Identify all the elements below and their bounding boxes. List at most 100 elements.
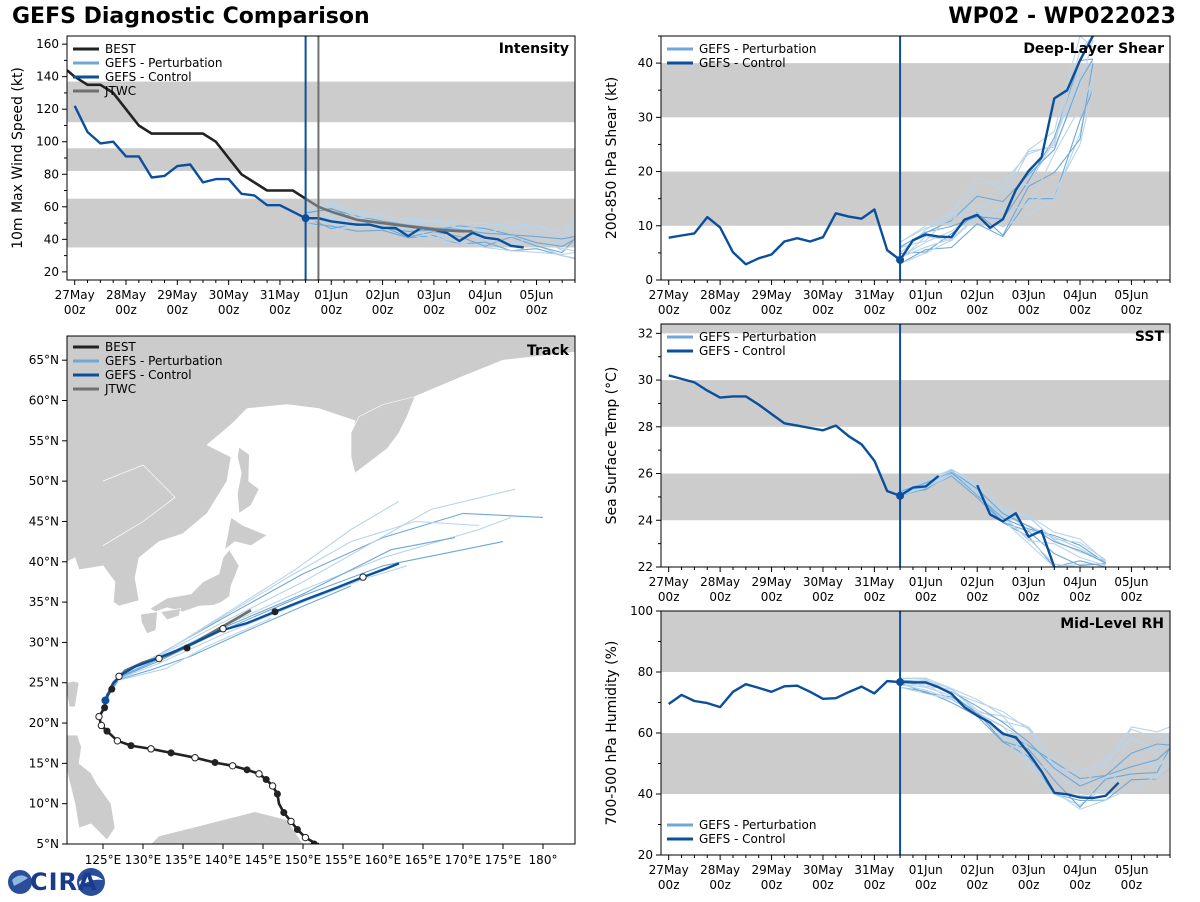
- rh-xtick-label-date: 04Jun: [1063, 863, 1097, 877]
- perturbation-track-3: [104, 541, 504, 701]
- intensity-perturbation-line-2: [305, 218, 575, 255]
- land-kyushu: [140, 611, 158, 634]
- intensity-ytick-label: 100: [36, 135, 59, 149]
- control-track-marker-open: [359, 573, 367, 581]
- track-lon-tick-label: 155°E: [325, 853, 362, 867]
- track-lat-tick-label: 35°N: [29, 595, 59, 609]
- shear-xtick-label-hour: 00z: [761, 303, 783, 317]
- sst-series-gefs-control-0: [668, 374, 940, 497]
- rh-perturbation-line-11: [900, 677, 1170, 771]
- best-track-marker-filled: [262, 775, 270, 783]
- rh-xtick-label-date: 03Jun: [1012, 863, 1046, 877]
- intensity-perturbation-line-11: [305, 201, 575, 234]
- rh-ytick-label: 60: [638, 726, 653, 740]
- rh-band-1: [661, 611, 1170, 672]
- intensity-xtick-label-date: 27May: [55, 288, 95, 302]
- track-lat-tick-label: 15°N: [29, 756, 59, 770]
- shear-ytick-label: 30: [638, 110, 653, 124]
- shear-perturbation-line-3: [900, 63, 1094, 255]
- rh-xtick-label-date: 31May: [854, 863, 894, 877]
- sst-xtick-label-date: 27May: [649, 575, 689, 589]
- shear-xtick-label-hour: 00z: [1121, 303, 1143, 317]
- best-track-marker-open: [95, 712, 103, 721]
- land-sakhalin: [237, 446, 260, 514]
- shear-perturbation-line-9: [899, 58, 1094, 248]
- shear-xtick-label-hour: 00z: [966, 303, 988, 317]
- track-lat-tick-label: 60°N: [29, 394, 59, 408]
- sst-ytick-label: 24: [638, 513, 653, 527]
- intensity-ytick-label: 40: [44, 232, 59, 246]
- sst-xtick-label-date: 03Jun: [1012, 575, 1046, 589]
- track-lon-tick-label: 135°E: [165, 853, 202, 867]
- rh-perturbation-line-2: [900, 683, 1170, 810]
- shear-band-0: [661, 171, 1170, 226]
- track-lat-tick-label: 45°N: [29, 514, 59, 528]
- rh-ytick-label: 20: [638, 848, 653, 862]
- track-lat-tick-label: 10°N: [29, 797, 59, 811]
- shear-ytick-label: 20: [638, 165, 653, 179]
- best-track-marker-filled: [127, 742, 135, 750]
- intensity-band-1: [67, 148, 575, 172]
- best-track-marker-filled: [243, 766, 251, 774]
- shear-perturbation-line-1: [899, 72, 1094, 265]
- intensity-xtick-label-hour: 00z: [423, 303, 445, 317]
- shear-plot-area: [661, 36, 1170, 266]
- rh-xtick-label-hour: 00z: [915, 878, 937, 892]
- track-lon-tick-label: 160°E: [365, 853, 402, 867]
- track-legend-label-1: GEFS - Perturbation: [105, 354, 222, 368]
- shear-panel: 01020304027May00z28May00z29May00z30May00…: [604, 35, 1171, 317]
- intensity-perturbation-line-10: [305, 203, 575, 237]
- track-lat-tick-label: 50°N: [29, 474, 59, 488]
- sst-legend-label-0: GEFS - Perturbation: [699, 330, 816, 344]
- rh-xtick-label-date: 01Jun: [909, 863, 943, 877]
- best-track-marker-open: [287, 817, 295, 826]
- shear-xtick-label-date: 27May: [649, 288, 689, 302]
- sst-xtick-label-hour: 00z: [1069, 590, 1091, 604]
- shear-frame: [660, 35, 1171, 281]
- best-track-marker-filled: [273, 790, 281, 798]
- intensity-xtick-label-date: 31May: [260, 288, 300, 302]
- shear-xtick-label-hour: 00z: [915, 303, 937, 317]
- sst-xtick-label-hour: 00z: [915, 590, 937, 604]
- rh-legend-label-0: GEFS - Perturbation: [699, 818, 816, 832]
- rh-band-0: [661, 733, 1170, 794]
- best-track-marker-filled: [310, 840, 318, 844]
- best-track-marker-open: [113, 737, 122, 745]
- sst-ylabel: Sea Surface Temp (°C): [604, 367, 620, 525]
- shear-panel-title: Deep-Layer Shear: [1023, 41, 1164, 57]
- shear-xtick-label-date: 02Jun: [960, 288, 994, 302]
- rh-ytick-label: 100: [630, 604, 653, 618]
- sst-xtick-label-hour: 00z: [709, 590, 731, 604]
- track-init-point: [101, 696, 110, 705]
- rh-panel-title: Mid-Level RH: [1060, 616, 1164, 632]
- rh-plot-area: [661, 611, 1170, 810]
- intensity-xtick-label-date: 03Jun: [417, 288, 451, 302]
- rh-ytick-label: 80: [638, 665, 653, 679]
- track-lat-tick-label: 20°N: [29, 716, 59, 730]
- intensity-legend-label-2: GEFS - Control: [105, 70, 192, 84]
- land-border-lines: [102, 464, 176, 546]
- sst-xtick-label-date: 05Jun: [1114, 575, 1148, 589]
- intensity-xtick-label-hour: 00z: [64, 303, 86, 317]
- rh-xtick-label-date: 30May: [803, 863, 843, 877]
- track-lon-tick-label: 140°E: [205, 853, 242, 867]
- intensity-series-best-0: [67, 69, 307, 200]
- track-lon-tick-label: 165°E: [405, 853, 442, 867]
- sst-xtick-label-hour: 00z: [864, 590, 886, 604]
- rh-ylabel: 700-500 hPa Humidity (%): [604, 641, 620, 826]
- track-lon-tick-label: 145°E: [245, 853, 282, 867]
- track-lat-tick-label: 30°N: [29, 635, 59, 649]
- land-philippines: [67, 734, 116, 841]
- shear-ytick-label: 0: [645, 273, 653, 287]
- cira-logo: CIRA: [6, 866, 106, 898]
- best-track-marker-filled: [211, 759, 219, 767]
- intensity-legend-label-1: GEFS - Perturbation: [105, 56, 222, 70]
- sst-xtick-label-date: 04Jun: [1063, 575, 1097, 589]
- sst-xtick-label-hour: 00z: [761, 590, 783, 604]
- sst-ytick-label: 28: [638, 420, 653, 434]
- intensity-ytick-label: 120: [36, 102, 59, 116]
- intensity-xtick-label-date: 29May: [157, 288, 197, 302]
- intensity-plot-area: [67, 69, 575, 260]
- sst-xtick-label-date: 28May: [700, 575, 740, 589]
